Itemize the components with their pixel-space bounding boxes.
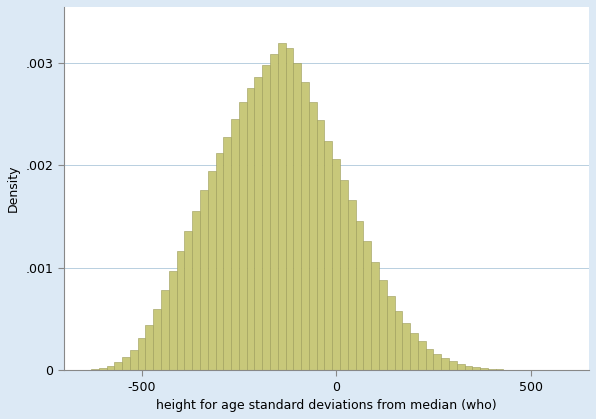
Bar: [410, 333, 418, 370]
Bar: [231, 119, 239, 370]
Bar: [340, 180, 348, 370]
Bar: [153, 309, 161, 370]
Bar: [270, 54, 278, 370]
X-axis label: height for age standard deviations from median (who): height for age standard deviations from …: [156, 399, 496, 412]
Bar: [379, 280, 387, 370]
Bar: [293, 63, 301, 370]
Bar: [247, 88, 254, 370]
Bar: [224, 137, 231, 370]
Bar: [122, 357, 130, 370]
Bar: [254, 77, 262, 370]
Bar: [418, 341, 426, 370]
Bar: [114, 362, 122, 370]
Bar: [316, 121, 324, 370]
Bar: [348, 200, 356, 370]
Bar: [200, 190, 208, 370]
Bar: [145, 325, 153, 370]
Bar: [441, 358, 449, 370]
Bar: [457, 364, 464, 370]
Bar: [285, 48, 293, 370]
Bar: [332, 159, 340, 370]
Bar: [473, 367, 480, 370]
Bar: [130, 349, 138, 370]
Bar: [91, 369, 99, 370]
Bar: [107, 366, 114, 370]
Bar: [480, 368, 488, 370]
Bar: [161, 290, 169, 370]
Bar: [301, 82, 309, 370]
Bar: [324, 141, 332, 370]
Bar: [464, 366, 473, 370]
Bar: [208, 171, 216, 370]
Bar: [216, 153, 224, 370]
Bar: [433, 354, 441, 370]
Bar: [239, 102, 247, 370]
Bar: [262, 65, 270, 370]
Bar: [184, 231, 192, 370]
Bar: [488, 369, 496, 370]
Bar: [169, 271, 176, 370]
Bar: [371, 261, 379, 370]
Bar: [138, 339, 145, 370]
Bar: [402, 323, 410, 370]
Bar: [395, 311, 402, 370]
Bar: [364, 241, 371, 370]
Bar: [99, 368, 107, 370]
Bar: [387, 296, 395, 370]
Bar: [356, 221, 364, 370]
Bar: [176, 251, 184, 370]
Bar: [426, 349, 433, 370]
Bar: [309, 102, 316, 370]
Y-axis label: Density: Density: [7, 165, 20, 212]
Bar: [192, 210, 200, 370]
Bar: [278, 43, 285, 370]
Bar: [449, 362, 457, 370]
